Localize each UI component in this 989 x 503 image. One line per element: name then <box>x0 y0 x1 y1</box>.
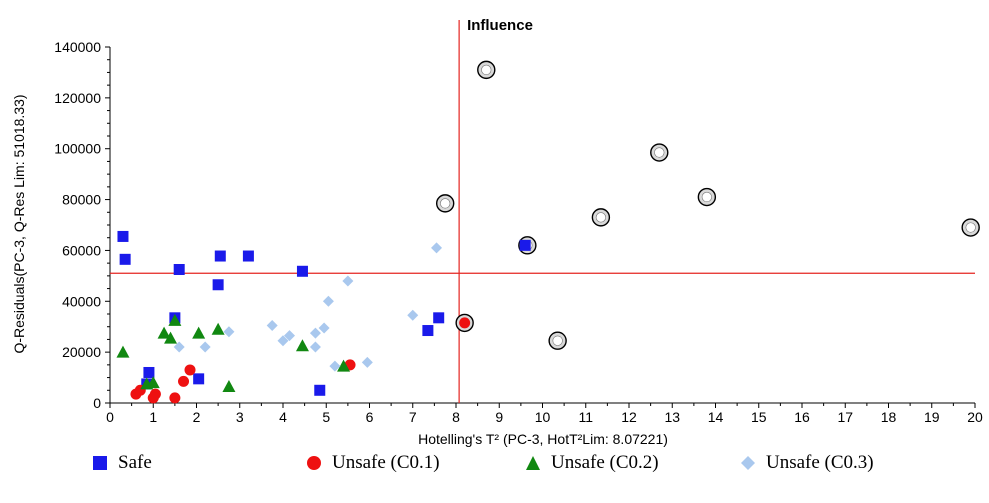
data-point-diamond <box>277 335 289 347</box>
legend-item-unsafe-c01: Unsafe (C0.1) <box>306 452 440 474</box>
data-point-triangle <box>168 313 182 326</box>
x-tick-label: 3 <box>236 409 244 425</box>
highlight-center <box>654 147 665 158</box>
data-point-diamond <box>329 360 341 372</box>
data-point-square <box>242 250 254 262</box>
legend-label: Safe <box>118 452 152 473</box>
highlight-center <box>701 191 712 203</box>
x-tick-label: 4 <box>279 409 287 425</box>
data-point-diamond <box>283 330 295 342</box>
data-point-diamond <box>266 319 278 331</box>
x-axis-label: Hotelling's T² (PC-3, HotT²Lim: 8.07221) <box>418 431 668 447</box>
x-tick-label: 15 <box>751 409 767 425</box>
data-point-square <box>314 384 326 396</box>
data-point-square <box>173 264 185 275</box>
highlight-center <box>481 64 492 75</box>
highlight-center <box>965 222 976 233</box>
x-tick-label: 9 <box>495 409 503 425</box>
data-point-triangle <box>192 326 206 339</box>
data-point-circle <box>178 375 190 387</box>
data-point-diamond <box>309 327 321 339</box>
data-point-triangle <box>337 359 351 372</box>
x-tick-label: 20 <box>967 409 983 425</box>
x-tick-label: 17 <box>837 409 853 425</box>
x-tick-label: 13 <box>664 409 680 425</box>
x-tick-label: 11 <box>578 409 593 425</box>
y-tick-label: 140000 <box>54 39 101 55</box>
data-point-square <box>433 312 445 324</box>
x-tick-label: 19 <box>924 409 940 425</box>
x-tick-label: 2 <box>193 409 201 425</box>
data-point-circle <box>459 317 471 329</box>
x-tick-label: 14 <box>708 409 724 425</box>
legend-label: Unsafe (C0.2) <box>551 452 659 473</box>
x-tick-label: 10 <box>535 409 551 425</box>
data-point-circle <box>147 392 159 404</box>
data-point-square <box>193 373 205 385</box>
y-axis-label: Q-Residuals(PC-3, Q-Res Lim: 51018.33) <box>11 94 27 353</box>
y-tick-label: 0 <box>93 395 101 411</box>
data-point-triangle <box>295 339 309 352</box>
legend-item-safe: Safe <box>92 452 152 474</box>
data-point-diamond <box>342 275 354 287</box>
data-point-diamond <box>199 341 211 353</box>
data-point-diamond <box>223 326 235 338</box>
legend: Safe Unsafe (C0.1) Unsafe (C0.2) Unsafe … <box>0 446 989 503</box>
highlight-center <box>552 335 563 346</box>
data-point-triangle <box>211 322 225 335</box>
triangle-marker-icon <box>526 456 540 470</box>
y-tick-label: 20000 <box>62 344 101 360</box>
data-point-triangle <box>222 379 236 392</box>
data-point-diamond <box>309 341 321 353</box>
data-point-square <box>119 253 131 265</box>
data-point-square <box>519 239 531 251</box>
x-tick-label: 7 <box>409 409 417 425</box>
data-point-triangle <box>157 326 171 339</box>
chart-title: Influence <box>467 17 533 34</box>
x-tick-label: 18 <box>881 409 897 425</box>
y-tick-label: 80000 <box>62 192 101 208</box>
data-point-circle <box>169 392 181 404</box>
data-point-diamond <box>361 356 373 368</box>
data-point-triangle <box>164 331 178 344</box>
data-point-triangle <box>116 345 130 358</box>
y-tick-label: 100000 <box>54 141 101 157</box>
data-point-square <box>422 325 434 337</box>
x-tick-label: 12 <box>621 409 637 425</box>
x-tick-label: 8 <box>452 409 460 425</box>
legend-item-unsafe-c02: Unsafe (C0.2) <box>525 452 659 474</box>
legend-item-unsafe-c03: Unsafe (C0.3) <box>740 452 874 474</box>
data-point-diamond <box>318 322 330 334</box>
x-tick-label: 16 <box>794 409 810 425</box>
x-tick-label: 0 <box>106 409 114 425</box>
x-tick-label: 5 <box>322 409 330 425</box>
y-tick-label: 60000 <box>62 242 101 258</box>
data-point-circle <box>184 364 196 376</box>
data-point-diamond <box>173 341 185 353</box>
square-marker-icon <box>93 456 107 470</box>
y-tick-label: 40000 <box>62 293 101 309</box>
data-point-diamond <box>322 295 334 307</box>
data-point-square <box>296 265 308 277</box>
data-point-square <box>214 250 226 262</box>
data-point-square <box>143 366 155 378</box>
data-point-square <box>212 279 224 291</box>
data-point-diamond <box>407 309 419 321</box>
x-tick-label: 6 <box>366 409 374 425</box>
y-tick-label: 120000 <box>54 90 101 106</box>
data-point-diamond <box>431 242 443 254</box>
legend-label: Unsafe (C0.3) <box>766 452 874 473</box>
highlight-center <box>440 198 451 209</box>
diamond-marker-icon <box>741 456 755 470</box>
legend-label: Unsafe (C0.1) <box>332 452 440 473</box>
x-tick-label: 1 <box>149 409 157 425</box>
highlight-center <box>595 212 606 223</box>
plot-area: 0 1 2 3 4 5 6 7 8 9 10 11 12 13 14 15 16 17 18 19 2002000040… <box>54 20 983 425</box>
circle-marker-icon <box>307 456 321 470</box>
data-point-square <box>117 230 129 242</box>
data-point-triangle <box>146 376 160 389</box>
